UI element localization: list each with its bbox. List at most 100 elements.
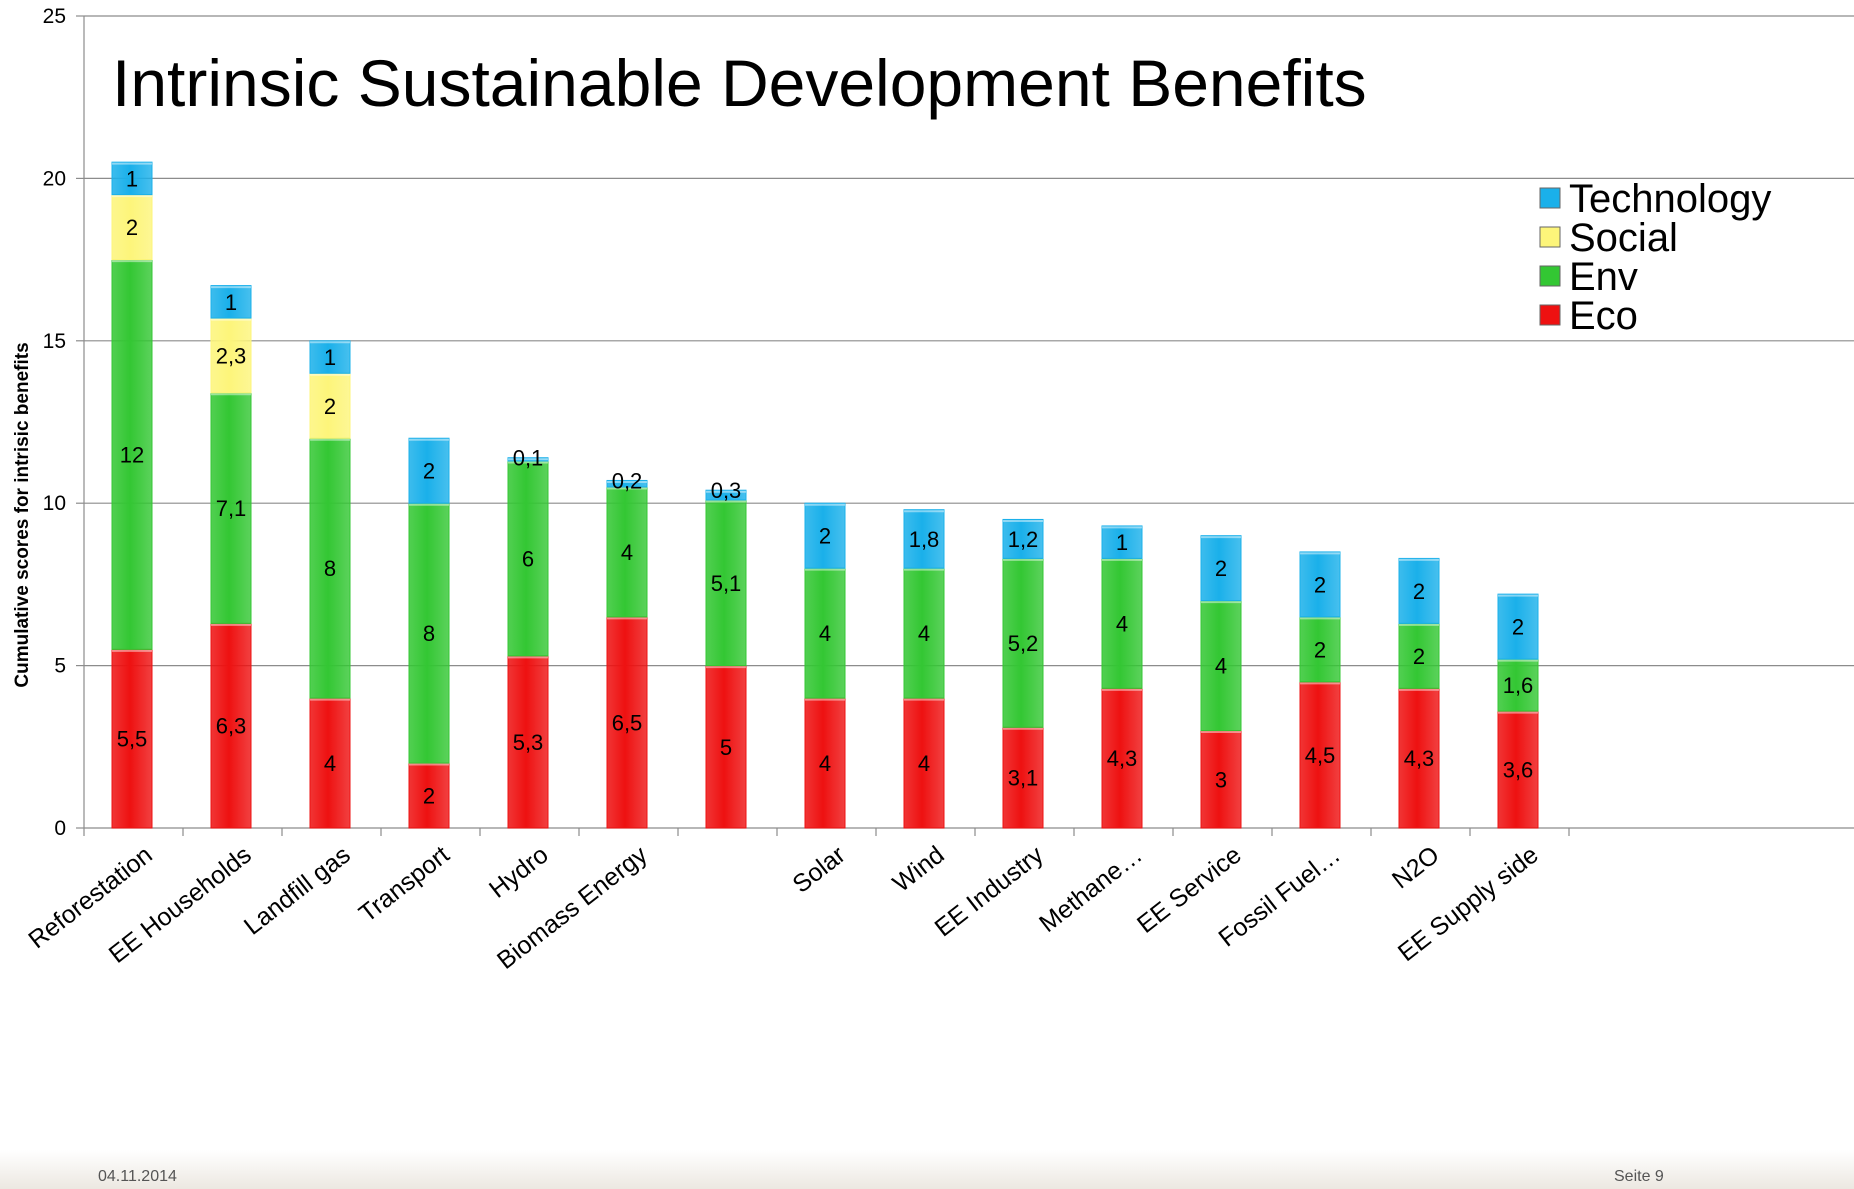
y-tick-label: 15 bbox=[43, 330, 66, 353]
y-tick-label: 0 bbox=[54, 817, 66, 840]
data-label: 4 bbox=[918, 621, 930, 646]
bar-segment-env bbox=[111, 259, 153, 650]
footer-page-number: Seite 9 bbox=[1614, 1168, 1664, 1185]
bar-segment-env bbox=[1497, 658, 1539, 712]
bar-segment-technology bbox=[210, 285, 252, 319]
data-label: 0,3 bbox=[711, 478, 742, 503]
data-label: 2 bbox=[423, 459, 435, 484]
bar-segment-eco bbox=[705, 665, 747, 829]
y-tick-label: 5 bbox=[54, 655, 66, 678]
x-category-label: EE Industry bbox=[930, 840, 1049, 942]
bar-segment-env bbox=[507, 460, 549, 657]
legend-label-eco: Eco bbox=[1569, 294, 1638, 338]
y-tick-label: 10 bbox=[43, 492, 66, 515]
data-label: 4,3 bbox=[1404, 746, 1435, 771]
y-axis-title: Cumulative scores for intrisic benefits bbox=[12, 342, 33, 687]
legend-swatch-eco bbox=[1539, 304, 1561, 326]
data-label: 5 bbox=[720, 735, 732, 760]
bar-segment-env bbox=[1299, 616, 1341, 683]
data-label: 4 bbox=[621, 540, 633, 565]
bar-segment-technology bbox=[903, 509, 945, 569]
data-label: 4,5 bbox=[1305, 743, 1336, 768]
bar-segment-technology bbox=[309, 340, 351, 374]
chart-title: Intrinsic Sustainable Development Benefi… bbox=[112, 46, 1367, 120]
data-label: 2 bbox=[1215, 556, 1227, 581]
bar-segment-eco bbox=[408, 762, 450, 829]
bar-segment-env bbox=[309, 437, 351, 699]
data-label: 6 bbox=[522, 546, 534, 571]
x-category-label: Transport bbox=[354, 841, 455, 928]
data-label: 0,1 bbox=[513, 446, 544, 471]
x-category-label: Methane… bbox=[1034, 841, 1148, 938]
bar-segment-technology bbox=[1002, 518, 1044, 559]
data-label: 1 bbox=[1116, 530, 1128, 555]
data-label: 4 bbox=[819, 621, 831, 646]
legend-swatch-social bbox=[1539, 226, 1561, 248]
data-label: 1 bbox=[126, 166, 138, 191]
bar-segment-eco bbox=[309, 697, 351, 829]
bar-segment-eco bbox=[111, 648, 153, 829]
bar-segment-technology bbox=[111, 161, 153, 196]
data-label: 5,5 bbox=[117, 727, 148, 752]
bar-segment-eco bbox=[1299, 681, 1341, 829]
data-label: 3,6 bbox=[1503, 758, 1534, 783]
bar-segment-technology bbox=[1299, 551, 1341, 618]
bar-segment-technology bbox=[1497, 593, 1539, 660]
data-label: 4 bbox=[324, 751, 336, 776]
data-label: 2 bbox=[1314, 572, 1326, 597]
bar-segment-env bbox=[1002, 557, 1044, 728]
data-label: 4 bbox=[1215, 654, 1227, 679]
x-category-label: Landfill gas bbox=[239, 841, 356, 941]
bar-segment-env bbox=[1101, 557, 1143, 689]
data-label: 4 bbox=[819, 751, 831, 776]
y-tick-label: 20 bbox=[43, 167, 66, 190]
legend-label-env: Env bbox=[1569, 255, 1638, 299]
data-label: 1 bbox=[324, 345, 336, 370]
bar-segment-env bbox=[210, 392, 252, 624]
data-label: 2 bbox=[1413, 644, 1425, 669]
x-category-label: Solar bbox=[787, 841, 850, 899]
data-label: 1,6 bbox=[1503, 673, 1534, 698]
x-category-label: N2O bbox=[1387, 841, 1445, 895]
bar-segment-social bbox=[210, 317, 252, 394]
bar-segment-eco bbox=[903, 697, 945, 829]
bar-segment-eco bbox=[1398, 687, 1440, 829]
data-label: 0,2 bbox=[612, 468, 643, 493]
data-label: 2 bbox=[126, 215, 138, 240]
data-label: 2 bbox=[1314, 637, 1326, 662]
bar-segment-env bbox=[903, 567, 945, 699]
data-label: 3 bbox=[1215, 767, 1227, 792]
data-label: 12 bbox=[120, 442, 144, 467]
data-label: 6,3 bbox=[216, 714, 247, 739]
data-label: 4 bbox=[918, 751, 930, 776]
data-label: 2 bbox=[1413, 579, 1425, 604]
bar-segment-technology bbox=[804, 502, 846, 569]
data-label: 6,5 bbox=[612, 710, 643, 735]
bar-segment-social bbox=[309, 372, 351, 439]
data-label: 1 bbox=[225, 290, 237, 315]
data-label: 8 bbox=[423, 621, 435, 646]
data-label: 5,3 bbox=[513, 730, 544, 755]
bar-segment-env bbox=[705, 499, 747, 667]
data-label: 5,1 bbox=[711, 571, 742, 596]
bar-segment-technology bbox=[1200, 535, 1242, 602]
data-label: 4,3 bbox=[1107, 746, 1138, 771]
legend-label-technology: Technology bbox=[1569, 177, 1771, 221]
footer-date: 04.11.2014 bbox=[98, 1168, 177, 1185]
bar-segment-technology bbox=[507, 457, 549, 462]
y-tick-label: 25 bbox=[43, 5, 66, 28]
data-label: 3,1 bbox=[1008, 766, 1039, 791]
data-label: 7,1 bbox=[216, 496, 247, 521]
bar-segment-eco bbox=[210, 622, 252, 829]
bar-segment-eco bbox=[1101, 687, 1143, 829]
footer-band bbox=[0, 1150, 1854, 1189]
bar-segment-technology bbox=[408, 437, 450, 504]
bar-segment-technology bbox=[1398, 557, 1440, 624]
data-label: 1,2 bbox=[1008, 527, 1039, 552]
bar-segment-eco bbox=[606, 616, 648, 829]
bars bbox=[111, 161, 1539, 829]
data-label: 2 bbox=[1512, 615, 1524, 640]
x-category-label: Wind bbox=[888, 841, 950, 898]
